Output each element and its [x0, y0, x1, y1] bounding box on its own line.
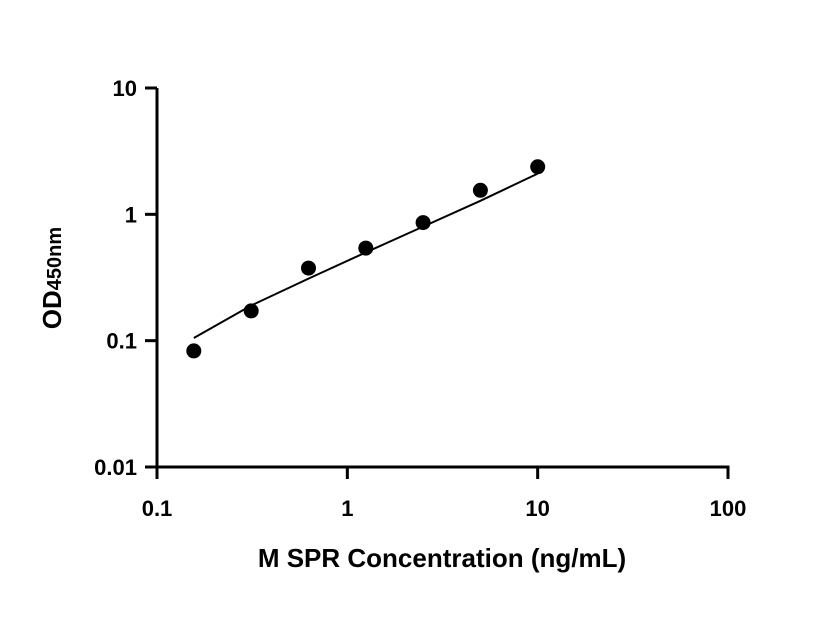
y-axis-title-subscript: 450nm — [44, 227, 66, 290]
data-point — [186, 343, 202, 359]
data-point — [415, 215, 431, 231]
y-axis-title: OD450nm — [37, 227, 67, 329]
y-tick-label: 0.1 — [106, 329, 137, 354]
data-point — [358, 240, 374, 256]
y-axis-title-main: OD — [37, 290, 67, 329]
y-tick-label: 10 — [113, 76, 137, 101]
data-point — [530, 159, 546, 175]
y-tick-label: 1 — [125, 202, 137, 227]
axis-labels: M SPR Concentration (ng/mL) OD450nm — [37, 227, 626, 573]
x-tick-label: 10 — [525, 496, 549, 521]
data-point — [243, 303, 259, 319]
data-point — [301, 260, 316, 276]
data-point — [472, 182, 488, 198]
x-tick-label: 100 — [710, 496, 747, 521]
x-tick-label: 0.1 — [142, 496, 173, 521]
x-tick-label: 1 — [341, 496, 353, 521]
data-points — [186, 159, 546, 359]
y-tick-label: 0.01 — [94, 455, 137, 480]
x-axis-title: M SPR Concentration (ng/mL) — [258, 543, 626, 573]
